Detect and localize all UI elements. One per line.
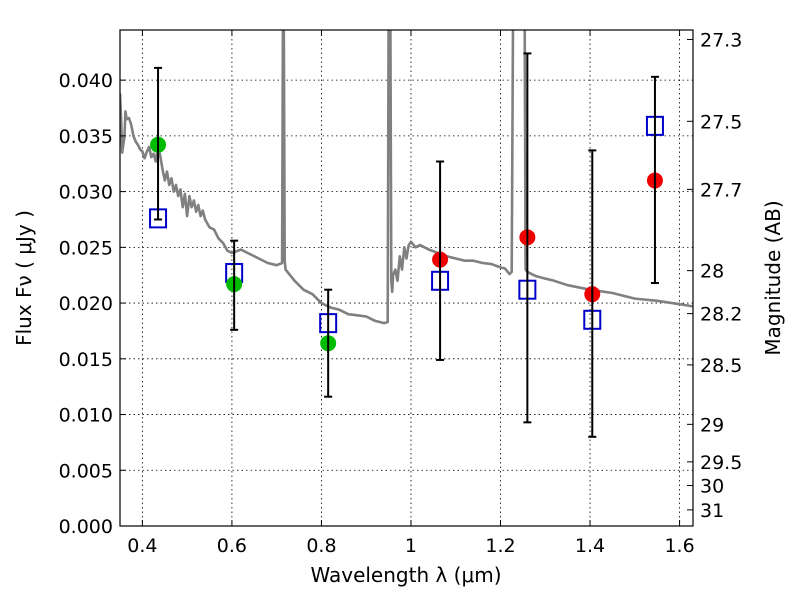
mag-tick-label: 30 xyxy=(700,476,724,498)
y-axis-left: 0.000 0.005 0.010 0.015 0.020 0.025 0.030 0.035… xyxy=(59,70,126,538)
mag-tick-label: 31 xyxy=(700,500,724,522)
plot-frame xyxy=(119,29,694,527)
mag-tick-label: 29.5 xyxy=(700,452,742,474)
mag-tick-label: 28.2 xyxy=(700,304,742,326)
y-tick-label: 0.000 xyxy=(59,516,113,538)
y-tick-label: 0.005 xyxy=(59,460,113,482)
mag-tick-label: 29 xyxy=(700,414,724,436)
y2-axis-title: Magnitude (AB) xyxy=(761,200,785,355)
mag-tick-label: 27.3 xyxy=(700,29,742,51)
mag-tick-label: 28.5 xyxy=(700,355,742,377)
x-tick-label: 0.8 xyxy=(306,535,336,557)
y-tick-label: 0.015 xyxy=(59,349,113,371)
x-axis: 0.4 0.6 0.8 1 1.2 1.4 1.6 xyxy=(127,30,695,557)
y-tick-label: 0.020 xyxy=(59,293,113,315)
x-tick-label: 1 xyxy=(405,535,417,557)
plot-background xyxy=(120,30,693,526)
x-tick-label: 1.6 xyxy=(664,535,694,557)
x-tick-label: 0.6 xyxy=(217,535,247,557)
x-tick-label: 1.4 xyxy=(575,535,605,557)
y-tick-label: 0.035 xyxy=(59,126,113,148)
error-bars xyxy=(154,52,659,438)
y-tick-label: 0.040 xyxy=(59,70,113,92)
x-axis-title: Wavelength λ (μm) xyxy=(310,563,501,587)
mag-tick-label: 27.7 xyxy=(700,179,742,201)
x-tick-label: 1.2 xyxy=(485,535,515,557)
grid xyxy=(120,30,693,527)
y-tick-label: 0.010 xyxy=(59,405,113,427)
y-tick-label: 0.025 xyxy=(59,237,113,259)
mag-tick-label: 28 xyxy=(700,261,724,283)
y-tick-label: 0.030 xyxy=(59,182,113,204)
y-axis-title: Flux Fν ( μJy ) xyxy=(12,210,36,346)
x-tick-label: 0.4 xyxy=(127,535,157,557)
mag-tick-label: 27.5 xyxy=(700,111,742,133)
